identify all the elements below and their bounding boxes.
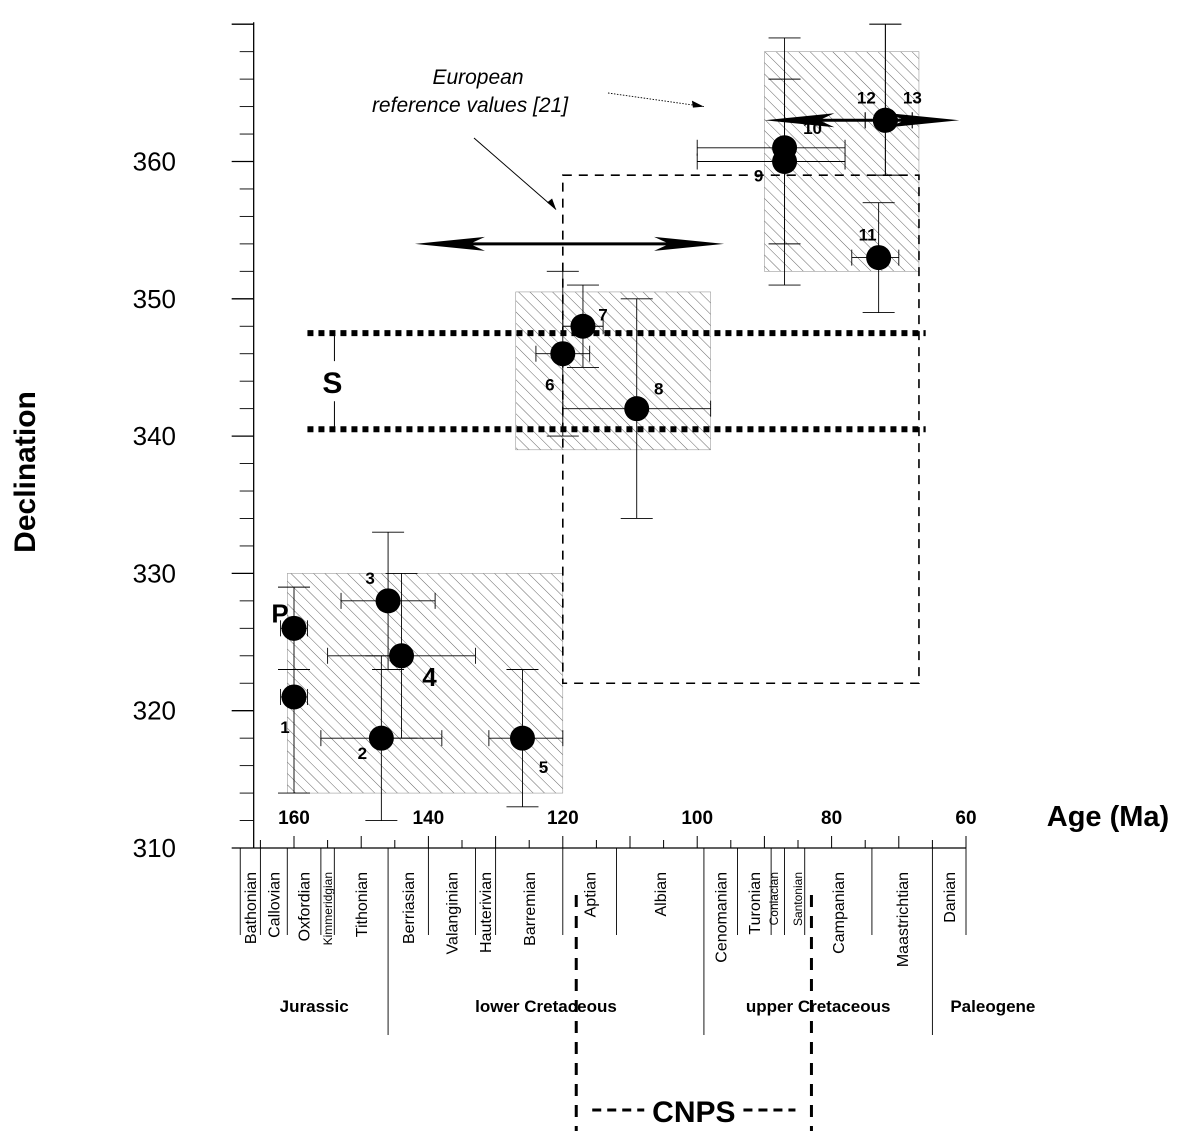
stage-label-albian: Albian	[653, 872, 670, 916]
period-label-jurassic: Jurassic	[280, 997, 349, 1016]
reference-arrow-2	[764, 113, 960, 128]
stage-label-santonian: Santonian	[791, 872, 805, 926]
stage-label-barremian: Barremian	[522, 872, 539, 946]
s-band-label: S	[322, 367, 342, 400]
period-label-paleogene: Paleogene	[950, 997, 1035, 1016]
period-label-upper-cretaceous: upper Cretaceous	[746, 997, 891, 1016]
data-point-3	[375, 588, 401, 614]
x-tick-label-80: 80	[821, 808, 842, 829]
reference-arrow-1	[414, 236, 725, 251]
stage-label-maastrichtian: Maastrichtian	[895, 872, 912, 967]
guide-lines: S	[307, 113, 960, 685]
data-point-label-2: 2	[358, 744, 367, 763]
data-point-7	[570, 313, 596, 339]
y-tick-label-350: 350	[133, 284, 176, 314]
stage-label-callovian: Callovian	[266, 872, 283, 938]
data-point-label-13: 13	[903, 88, 922, 107]
stage-label-campanian: Campanian	[831, 872, 848, 954]
data-point-13	[872, 107, 898, 133]
y-tick-label-320: 320	[133, 696, 176, 726]
annotation-line-2: reference values [21]	[372, 94, 569, 117]
data-point-label-8: 8	[654, 380, 663, 399]
stage-label-danian: Danian	[942, 872, 959, 923]
stage-label-cenomanian: Cenomanian	[713, 872, 730, 963]
stage-label-valanginian: Valanginian	[445, 872, 462, 954]
stage-label-hauterivian: Hauterivian	[478, 872, 495, 953]
hatched-region-2	[515, 291, 711, 451]
stage-label-coniacian: Coniacian	[767, 872, 781, 925]
data-point-4	[389, 643, 415, 669]
stage-label-aptian: Aptian	[582, 872, 599, 917]
annotation-arrowhead-1	[547, 198, 557, 210]
stratigraphic-column: Bathonian Callovian Oxfordian Kimmeridgian T…	[239, 848, 1035, 1131]
x-tick-label-60: 60	[955, 808, 976, 829]
y-tick-label-310: 310	[133, 833, 176, 863]
stage-label-tithonian: Tithonian	[354, 872, 371, 937]
data-point-5	[509, 725, 535, 751]
data-point-1	[281, 684, 307, 710]
data-point-label-P: P	[271, 598, 288, 628]
period-label-lower-cretaceous: lower Cretaceous	[475, 997, 617, 1016]
cnps-label: CNPS	[652, 1096, 735, 1129]
annotation-arrowhead-2	[691, 100, 704, 108]
data-point-8	[624, 396, 650, 422]
data-point-label-9: 9	[754, 167, 763, 186]
hatched-region-1	[287, 573, 564, 794]
annotation-line-1: European	[432, 66, 523, 89]
data-point-label-10: 10	[803, 119, 822, 138]
data-point-2	[368, 725, 394, 751]
stage-label-oxfordian: Oxfordian	[297, 872, 314, 941]
data-point-P	[281, 615, 307, 641]
data-point-label-11: 11	[859, 226, 877, 245]
data-point-label-5: 5	[539, 758, 548, 777]
x-tick-label-160: 160	[278, 808, 310, 829]
data-point-10	[772, 135, 798, 161]
annotation-pointer-1	[473, 137, 557, 210]
data-point-label-7: 7	[598, 305, 607, 324]
annotation-pointer-2	[607, 92, 704, 108]
x-tick-label-100: 100	[681, 808, 713, 829]
data-point-label-12: 12	[857, 88, 876, 107]
y-tick-label-330: 330	[133, 558, 176, 588]
stage-label-berriasian: Berriasian	[401, 872, 418, 944]
data-point-label-1: 1	[280, 718, 289, 737]
stage-label-turonian: Turonian	[747, 872, 764, 935]
x-tick-label-140: 140	[413, 808, 445, 829]
y-tick-label-360: 360	[133, 147, 176, 177]
data-points: 1 P 2 3 4 5 6 7 8 9 10 11 12 13	[271, 23, 922, 821]
hatched-regions	[287, 51, 920, 794]
stage-label-bathonian: Bathonian	[243, 872, 260, 944]
y-axis-title: Declination	[9, 391, 42, 553]
x-tick-label-120: 120	[547, 808, 579, 829]
y-tick-label-340: 340	[133, 421, 176, 451]
x-axis-title: Age (Ma)	[1047, 801, 1169, 833]
annotations: European reference values [21]	[372, 66, 704, 210]
data-point-label-4: 4	[422, 662, 437, 692]
data-point-11	[866, 245, 892, 271]
data-point-label-3: 3	[365, 569, 374, 588]
stage-label-kimmeridgian: Kimmeridgian	[321, 872, 335, 945]
data-point-6	[550, 341, 576, 367]
data-point-label-6: 6	[545, 376, 554, 395]
